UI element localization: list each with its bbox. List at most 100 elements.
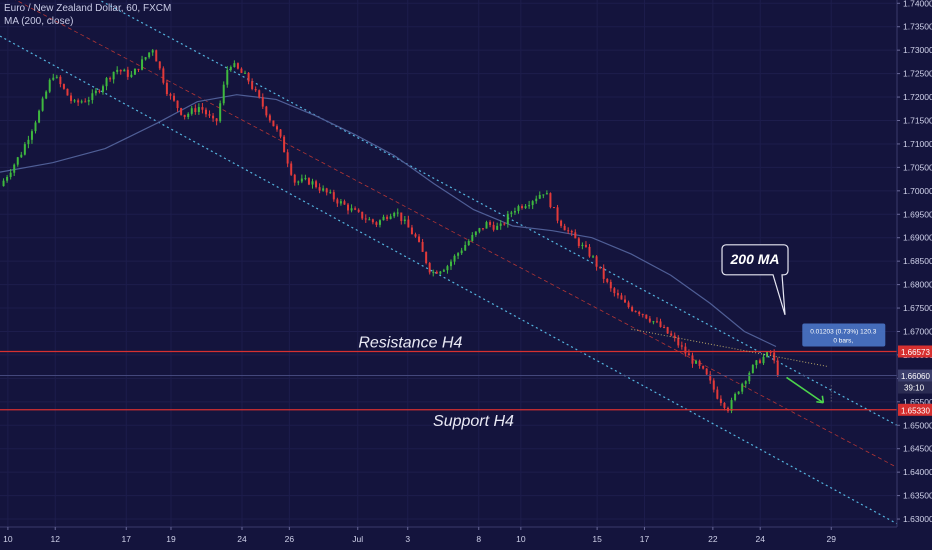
candle-body (23, 144, 26, 155)
candle-body (521, 206, 524, 209)
price-tick-label: 1.68500 (903, 256, 932, 266)
price-tick-label: 1.72500 (903, 69, 932, 79)
candle-body (315, 181, 318, 188)
time-tick-label: Jul (352, 534, 363, 544)
candle-body (290, 163, 293, 175)
candle-body (638, 311, 641, 315)
price-tick-label: 1.69500 (903, 209, 932, 219)
candle-body (9, 172, 12, 177)
candle-body (535, 198, 538, 202)
candle-body (27, 139, 30, 145)
ma-callout-box (721, 244, 789, 315)
candle-body (563, 225, 566, 231)
candle-body (734, 393, 737, 401)
channel-mid-line (15, 0, 898, 468)
candle-body (648, 318, 651, 322)
candle-body (304, 178, 307, 180)
candle-body (148, 52, 151, 58)
price-axis[interactable]: 1.74000 1.73500 1.73000 1.72500 1.72000 1.715… (896, 0, 932, 550)
candle-body (524, 206, 527, 209)
candle-body (748, 373, 751, 382)
candle-body (457, 253, 460, 256)
candle-body (435, 271, 438, 274)
candle-body (652, 321, 655, 323)
candle-body (141, 59, 144, 70)
candle-body (631, 307, 634, 312)
price-tick-label: 1.63500 (903, 491, 932, 501)
candle-body (556, 207, 559, 221)
candle-body (453, 255, 456, 262)
candle-body (762, 356, 765, 364)
candle-body (258, 90, 261, 98)
candle-body (354, 208, 357, 210)
candle-body (382, 216, 385, 221)
candle-body (77, 100, 80, 103)
candle-body (627, 302, 630, 308)
candle-body (322, 188, 325, 191)
candle-body (126, 69, 129, 77)
candle-body (496, 225, 499, 230)
forecast-arrow-shaft (786, 376, 824, 404)
candle-body (421, 241, 424, 252)
candle-body (751, 365, 754, 374)
candle-body (339, 201, 342, 204)
candle-body (542, 194, 545, 196)
candle-body (407, 219, 410, 228)
price-tick-label: 1.65500 (903, 397, 932, 407)
candle-body (350, 208, 353, 211)
candle-body (2, 180, 5, 187)
current-price-tag-bg (898, 369, 932, 382)
candle-body (368, 219, 371, 221)
candle-body (584, 244, 587, 247)
price-tick-label: 1.70500 (903, 162, 932, 172)
candle-body (229, 67, 232, 70)
candle-body (567, 230, 570, 232)
candle-body (481, 228, 484, 230)
candle-body (279, 129, 282, 137)
candle-body (109, 78, 112, 80)
candle-body (240, 68, 243, 73)
price-tick-label: 1.65000 (903, 420, 932, 430)
candle-body (528, 205, 531, 207)
candle-body (517, 206, 520, 212)
price-tick-label: 1.71000 (903, 139, 932, 149)
candle-body (531, 201, 534, 206)
candle-body (30, 131, 33, 140)
support-price-tag: 1.65330 (901, 406, 930, 415)
candle-body (222, 84, 225, 104)
candle-body (347, 204, 350, 211)
measure-box[interactable] (802, 323, 886, 347)
candle-body (201, 107, 204, 110)
candle-body (275, 126, 278, 130)
candle-body (577, 238, 580, 246)
candle-body (684, 346, 687, 354)
candle-body (173, 95, 176, 101)
indicator-label[interactable]: MA (200, close) (4, 16, 74, 27)
candle-body (673, 335, 676, 338)
price-tick-label: 1.64500 (903, 444, 932, 454)
candle-body (499, 223, 502, 226)
candle-body (663, 327, 666, 329)
candle-body (687, 353, 690, 356)
candle-body (244, 72, 247, 74)
candle-body (123, 69, 126, 72)
candle-body (155, 50, 158, 62)
time-tick-label: 24 (237, 534, 247, 544)
candle-body (428, 263, 431, 273)
candle-body (283, 136, 286, 153)
candle-body (286, 152, 289, 164)
candle-body (94, 90, 97, 94)
candle-body (538, 194, 541, 199)
candle-body (634, 311, 637, 313)
current-price-tag: 1.66060 (901, 372, 930, 381)
candle-body (776, 360, 779, 376)
candle-body (187, 113, 190, 117)
time-axis[interactable]: 10 12 17 19 24 26 Jul 3 8 10 15 17 22 24 29 (0, 526, 932, 550)
candle-body (723, 402, 726, 408)
price-tick-label: 1.74000 (903, 0, 932, 8)
candle-body (766, 351, 769, 357)
symbol-title[interactable]: Euro / New Zealand Dollar, 60, FXCM (4, 3, 172, 14)
candle-body (769, 351, 772, 353)
price-tick-label: 1.73500 (903, 22, 932, 32)
